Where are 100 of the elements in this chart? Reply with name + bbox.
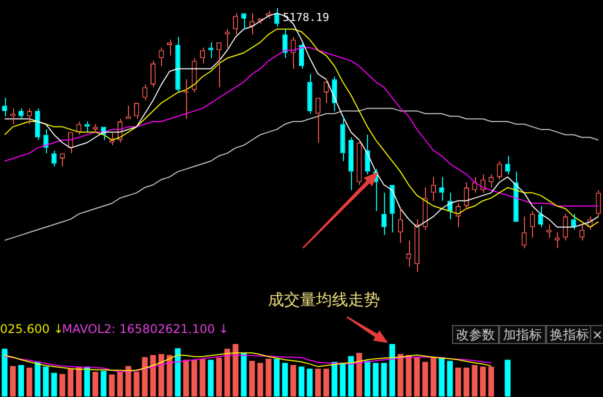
candlestick: [340, 116, 346, 162]
bar: [84, 366, 90, 396]
bar: [191, 360, 198, 396]
text: 025.600 ↓: [0, 322, 64, 336]
bar: [381, 362, 387, 396]
candlestick: [142, 84, 148, 101]
candlestick: [439, 176, 444, 202]
bar: [340, 362, 346, 396]
candlestick: [52, 150, 57, 167]
candlestick: [315, 98, 321, 144]
bar: [108, 374, 115, 396]
candlestick: [68, 132, 74, 154]
bar: [372, 362, 379, 396]
bar: [504, 360, 511, 396]
bar: [200, 358, 206, 396]
bar: [266, 358, 272, 396]
candlestick: [150, 60, 156, 88]
bar: [125, 366, 132, 396]
bar: [183, 360, 189, 396]
bar: [232, 344, 238, 396]
candlestick: [422, 187, 428, 230]
candlestick: [134, 103, 140, 120]
candlestick: [126, 105, 131, 119]
candlestick: [307, 74, 312, 114]
bar: [274, 358, 280, 396]
candlestick: [530, 210, 535, 238]
candlestick: [298, 42, 304, 70]
text: 加指标: [499, 325, 546, 344]
text: ×: [590, 325, 603, 344]
bar: [257, 362, 264, 396]
bar: [249, 360, 255, 396]
text: 改参数: [452, 325, 499, 344]
candlestick: [282, 28, 288, 59]
candlestick: [348, 136, 354, 191]
bar: [298, 366, 304, 396]
bar: [430, 357, 436, 396]
bar: [414, 357, 420, 396]
candlestick: [43, 128, 48, 154]
bar: [282, 362, 288, 396]
bar: [134, 372, 140, 396]
bar: [488, 366, 494, 396]
candlestick: [554, 232, 560, 249]
bar: [447, 360, 453, 396]
text: 换指标: [546, 325, 593, 344]
bar: [306, 368, 313, 396]
candlestick: [232, 12, 238, 35]
text: 成交量均线走势: [268, 290, 380, 311]
candlestick: [571, 213, 576, 230]
bar: [18, 365, 24, 396]
bar: [150, 355, 156, 396]
candlestick: [84, 121, 90, 133]
bar: [216, 358, 222, 396]
bar: [356, 352, 362, 396]
bar: [455, 368, 462, 396]
candlestick: [274, 8, 280, 27]
candlestick: [464, 182, 469, 210]
bar: [240, 352, 247, 396]
bar: [68, 368, 74, 396]
bar: [166, 355, 172, 396]
bar: [332, 362, 338, 396]
bar: [464, 368, 470, 396]
bar: [42, 366, 49, 396]
bar: [208, 360, 214, 396]
candlestick: [175, 36, 180, 93]
bar: [389, 344, 396, 396]
candlestick: [356, 140, 362, 186]
bar: [480, 366, 486, 396]
bar: [142, 357, 148, 396]
bar: [406, 355, 412, 396]
bar: [92, 372, 98, 396]
bar: [26, 368, 32, 396]
candlestick: [538, 206, 544, 228]
bar: [364, 360, 370, 396]
bar: [224, 348, 230, 396]
bar: [10, 366, 16, 396]
candlestick: [414, 218, 420, 272]
candlestick: [390, 184, 395, 233]
candlestick: [562, 213, 568, 241]
candlestick: [324, 78, 329, 104]
bar: [315, 368, 321, 396]
bar: [158, 354, 164, 396]
candlestick: [35, 108, 40, 140]
bar: [398, 354, 404, 396]
bar: [100, 370, 106, 396]
bar: [34, 362, 40, 396]
candlestick: [381, 192, 387, 236]
bar: [422, 362, 428, 396]
bar: [117, 372, 123, 396]
candlestick: [496, 160, 502, 180]
bar: [2, 348, 8, 396]
candlestick: [398, 208, 404, 244]
candlestick: [2, 97, 8, 117]
bar: [438, 357, 445, 396]
text: MAVOL2: 165802621.100 ↓: [62, 322, 229, 336]
candlestick: [192, 58, 197, 93]
bar: [59, 374, 66, 396]
bar: [472, 365, 478, 396]
bar: [348, 356, 354, 396]
bar: [51, 372, 57, 396]
candlestick: [290, 36, 296, 70]
